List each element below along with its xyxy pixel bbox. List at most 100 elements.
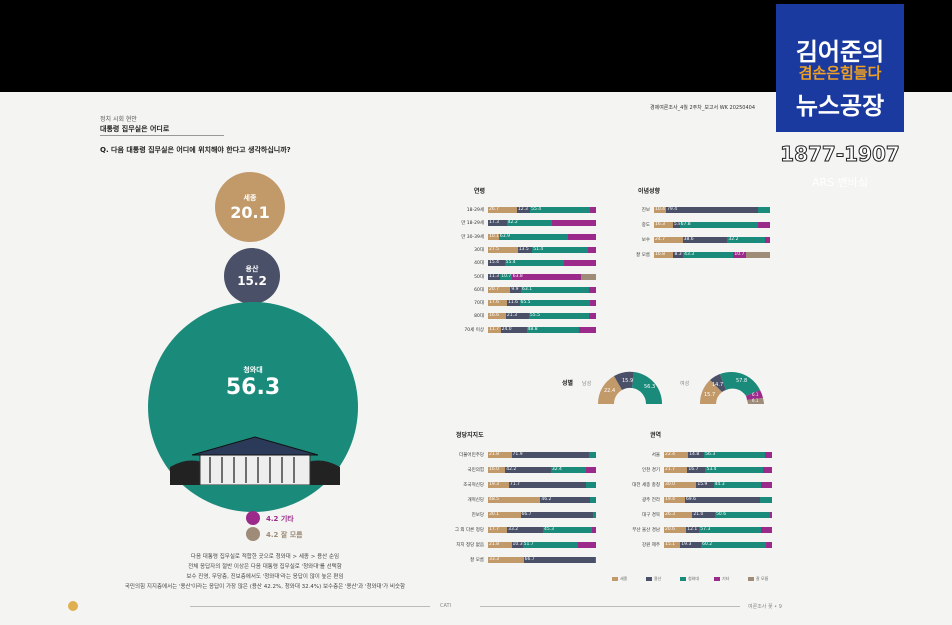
bar-row-label: 부산 울산 경남 <box>632 528 660 533</box>
stacked-bar: 22.4 14.8 56.3 <box>664 452 772 458</box>
bar-row-label: 진보당 <box>471 513 484 518</box>
bar-segment: 17.3 <box>488 220 507 227</box>
summary-note-1: 다음 대통령 집무실로 적합한 곳으로 청와대 > 세종 > 용산 순임 <box>190 554 340 560</box>
bar-segment: 71.7 <box>508 482 587 488</box>
bubble-yongsan: 용산 15.2 <box>224 248 280 304</box>
bar-segment <box>764 237 770 243</box>
stacked-bar: 17.6 11.6 65.5 <box>488 300 596 307</box>
stacked-bar: 21.7 16.7 53.4 <box>664 467 772 473</box>
bar-row-label: 60대 <box>474 287 484 293</box>
bar-row-label: 서울 <box>651 453 660 458</box>
gender-male-donut: 22.4 15.9 56.3 <box>597 371 663 404</box>
bar-segment: 79.4 <box>666 207 759 213</box>
stacked-bar: 17.7 33.2 45.3 <box>488 527 596 533</box>
bar-row-label: 보수 <box>641 238 650 243</box>
stacked-bar: 11.7 24.0 48.8 <box>488 326 596 333</box>
bar-row-label: 국민의힘 <box>467 468 484 473</box>
bar-row-label: 80대 <box>474 314 484 320</box>
bar-segment: 57.3 <box>699 527 762 533</box>
bubble-yongsan-label: 용산 <box>245 265 259 273</box>
bar-segment: 15.4 <box>488 260 505 267</box>
bar-segment: 16.0 <box>488 467 506 473</box>
male-sejong-value: 22.4 <box>604 388 615 394</box>
bar-segment: 16.3 <box>654 222 673 228</box>
bar-row-label: 18-29세 <box>466 208 484 213</box>
bar-segment <box>745 252 770 258</box>
summary-note-2: 전체 응답자의 절반 이상은 다음 대통령 집무실로 '청와대'를 선택함 <box>188 564 342 570</box>
bar-segment: 43.3 <box>683 252 734 258</box>
bar-row-label: 70세 이상 <box>464 327 484 333</box>
bar-segment: 12.3 <box>516 207 531 213</box>
legend-swatch <box>748 577 754 581</box>
stacked-bar: 16.35.867.8 <box>654 222 770 228</box>
show-title-mid: 겸손은힘들다 <box>798 64 882 82</box>
legend-swatch <box>612 577 618 581</box>
stacked-bar: 15.4 55.4 <box>488 260 596 267</box>
stacked-bar: 30.0 15.9 44.3 <box>664 482 772 488</box>
bar-segment <box>595 557 596 563</box>
page-header: 경제여론조사_4월 2주차_보고서 WK 20250404 <box>650 105 756 111</box>
female-cheong-value: 57.8 <box>736 378 747 384</box>
female-etc-value: 6.1 <box>752 392 759 397</box>
section-gender: 성별 <box>562 380 574 387</box>
stacked-bar: 20.7 9.9 63.1 <box>488 286 596 293</box>
bar-segment <box>587 246 596 253</box>
footer-left-text: CATI <box>440 603 452 609</box>
bar-segment: 13.5 <box>517 246 533 253</box>
bar-segment: 26.7 <box>488 207 517 213</box>
bar-row-label: 30대 <box>474 247 484 253</box>
bar-segment: 38.6 <box>682 237 728 243</box>
bar-segment: 10.7 <box>500 273 512 280</box>
bar-row-label: 조국혁신당 <box>463 483 484 488</box>
bar-segment: 66.7 <box>520 512 593 518</box>
bar-segment: 15.1 <box>664 542 681 548</box>
legend-item: 세종 <box>612 576 627 582</box>
female-yongsan-value: 14.7 <box>712 382 723 388</box>
bar-segment: 20.6 <box>664 527 687 533</box>
bar-segment <box>758 222 770 228</box>
stacked-bar: 17.3 42.2 <box>488 220 596 227</box>
bar-segment: 16.6 <box>488 313 506 320</box>
etc-label: 4.2 기타 <box>266 515 294 523</box>
bubble-sejong: 세종 20.1 <box>215 172 285 242</box>
legend-label: 세종 <box>620 576 628 581</box>
bar-segment: 26.3 <box>664 512 693 518</box>
bar-segment <box>590 300 596 307</box>
legend-label: 잘 모름 <box>756 576 769 581</box>
bar-segment <box>578 542 596 548</box>
bar-segment: 21.0 <box>692 512 716 518</box>
bar-row-label: 진보 <box>641 208 650 213</box>
bar-segment: 21.8 <box>488 542 512 548</box>
legend-item: 용산 <box>646 576 661 582</box>
bar-segment <box>579 326 596 333</box>
bar-segment: 12.1 <box>686 527 700 533</box>
stacked-bar: 15.1 19.3 60.2 <box>664 542 772 548</box>
bar-segment: 10.7 <box>733 252 746 258</box>
legend-swatch <box>680 577 686 581</box>
legend-item: 잘 모름 <box>748 576 768 582</box>
stacked-bar: 30.1 66.7 <box>488 512 596 518</box>
bar-row-label: 인천 경기 <box>642 468 660 473</box>
bar-segment: 24.7 <box>654 237 683 243</box>
section-age: 연령 <box>474 188 486 195</box>
bar-segment: 33.2 <box>507 527 543 533</box>
bar-segment <box>580 273 596 280</box>
bar-segment: 32.2 <box>727 237 765 243</box>
stacked-bar: 26.7 12.3 55.4 <box>488 207 596 213</box>
bar-row-label: 지지 정당 없음 <box>456 543 484 548</box>
bar-segment: 8.3 <box>673 252 684 258</box>
bar-segment: 33.3 <box>488 557 524 563</box>
bar-segment <box>589 286 596 293</box>
bar-segment <box>552 220 596 227</box>
bar-segment <box>588 313 596 320</box>
bar-segment: 19.3 <box>488 482 509 488</box>
bar-segment: 42.2 <box>506 220 553 227</box>
bar-segment: 69.6 <box>684 497 761 503</box>
bar-row-label: 70대 <box>474 301 484 307</box>
stacked-bar: 20.6 12.1 57.3 <box>664 527 772 533</box>
bar-segment <box>590 497 596 503</box>
bar-segment: 48.5 <box>488 497 541 503</box>
bar-segment: 32.4 <box>550 467 586 473</box>
bar-row-label: 만 18-29세 <box>461 221 484 227</box>
stacked-bar: 21.8 10.3 51.7 <box>488 542 596 548</box>
